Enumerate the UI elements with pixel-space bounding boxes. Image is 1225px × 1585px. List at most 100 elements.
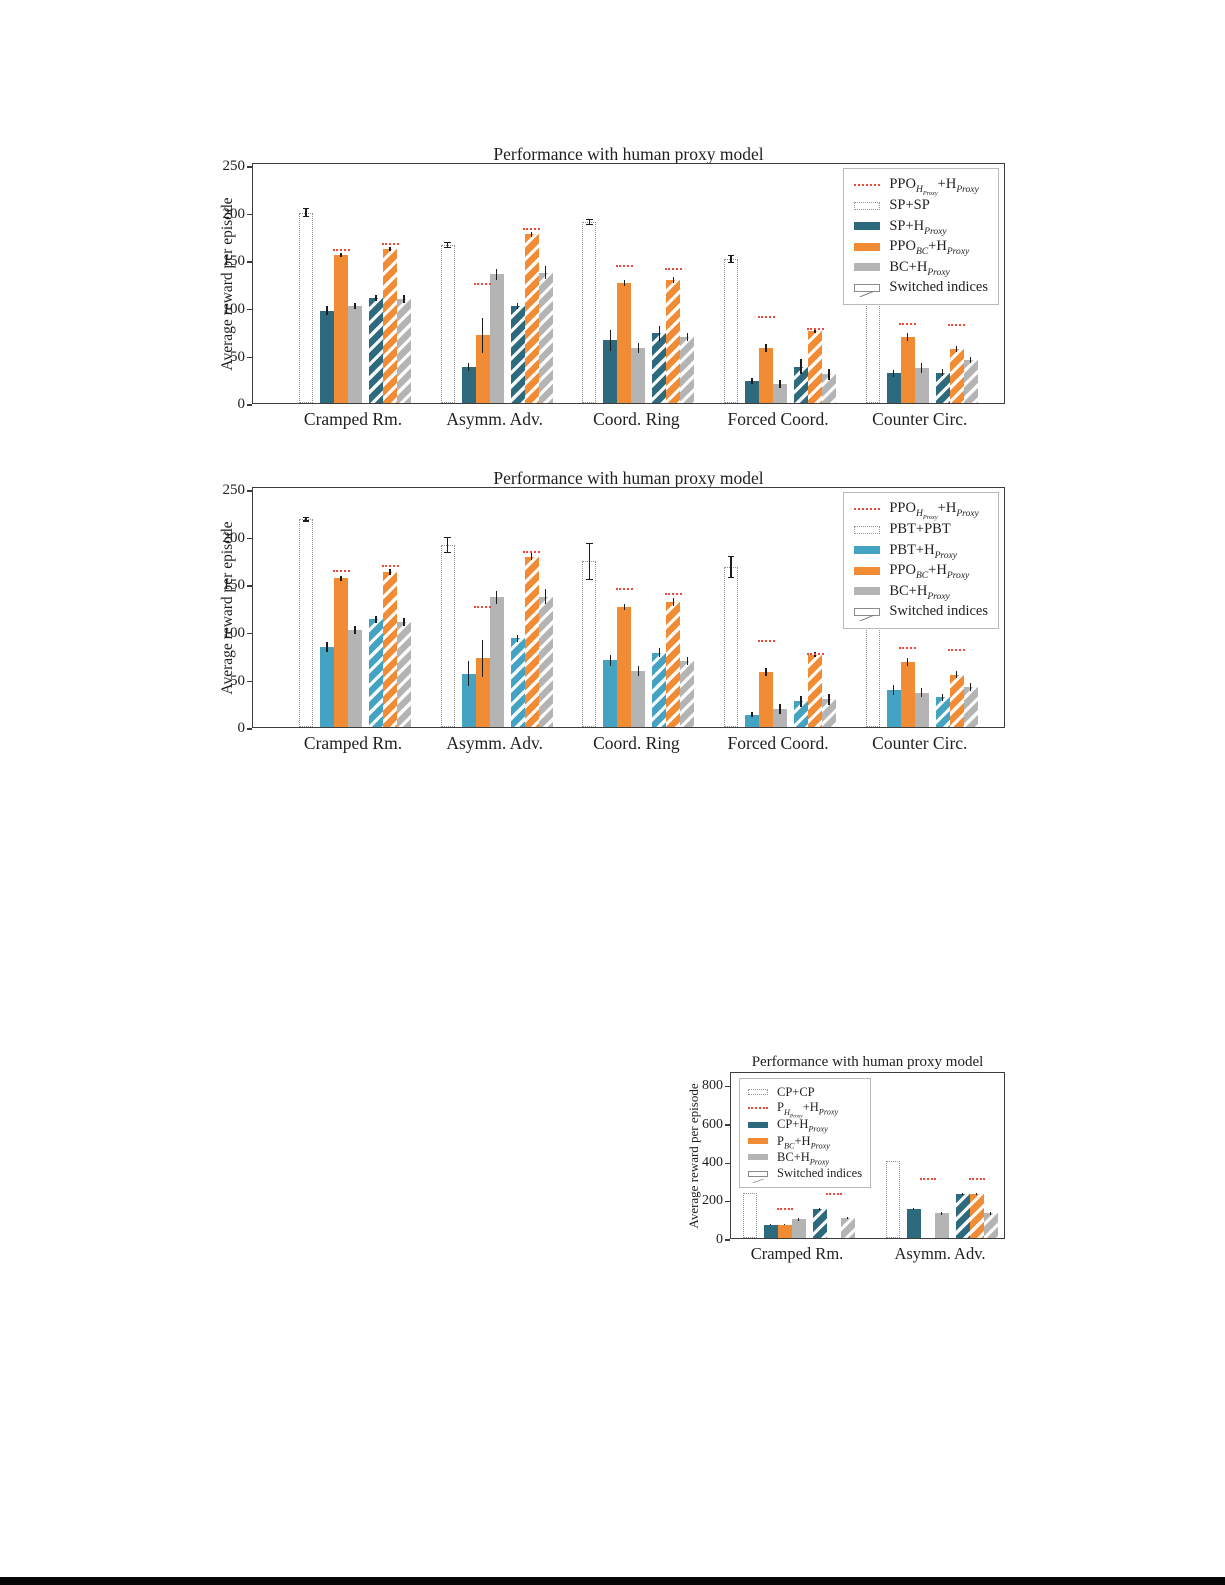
error-bar-cap xyxy=(444,536,451,539)
error-bar xyxy=(956,345,958,352)
error-bar xyxy=(403,618,405,627)
error-bar xyxy=(302,208,310,217)
legend-item: SP+HProxy xyxy=(854,216,988,237)
legend-label: PBT+PBT xyxy=(889,521,951,538)
bar-orange-hatch-group3 xyxy=(808,330,823,403)
error-bar xyxy=(779,704,781,714)
error-bar-cap xyxy=(727,262,735,264)
y-tick-mark xyxy=(725,1124,730,1126)
error-bar xyxy=(586,218,593,226)
ppo-proxy-marker xyxy=(919,1177,936,1180)
bar-outline-group0 xyxy=(299,212,313,403)
ppo-proxy-marker xyxy=(474,606,492,609)
bar-lightblue-group3 xyxy=(745,714,760,727)
bar-orange-hatch-group1 xyxy=(524,234,539,403)
bar-orange-group4 xyxy=(900,337,915,403)
error-bar xyxy=(545,588,547,605)
legend-item: PPOHProxy+HProxy xyxy=(854,499,988,521)
y-tick-mark xyxy=(247,213,252,216)
bar-orange-group0 xyxy=(778,1224,792,1238)
error-bar-cap xyxy=(302,516,310,519)
y-tick-mark xyxy=(247,261,252,263)
y-tick-mark xyxy=(247,585,252,587)
x-category-label: Cramped Rm. xyxy=(303,733,403,753)
error-bar-cap xyxy=(586,224,593,226)
bar-gray-group2 xyxy=(631,670,646,727)
ppo-proxy-marker xyxy=(806,652,824,655)
bar-teal-hatch-group1 xyxy=(956,1194,970,1238)
bar-gray-group4 xyxy=(914,367,929,403)
bar-orange-hatch-group3 xyxy=(808,654,823,727)
x-category-label: Coord. Ring xyxy=(593,733,680,753)
ppo-proxy-marker xyxy=(899,322,917,325)
bar-gray-group2 xyxy=(631,347,646,403)
legend-label: BC+HProxy xyxy=(889,258,950,278)
legend-label: BC+HProxy xyxy=(777,1149,830,1167)
error-bar xyxy=(727,254,735,264)
legend-swatch-gray xyxy=(748,1154,768,1161)
legend-item: BC+HProxy xyxy=(854,257,988,278)
bar-outline-group2 xyxy=(582,561,597,727)
bar-teal-hatch-group1 xyxy=(510,305,525,403)
legend-swatch-outline xyxy=(854,525,881,534)
error-bar-cap xyxy=(444,246,451,249)
error-bar xyxy=(765,667,767,676)
legend-item: CP+CP xyxy=(748,1084,862,1100)
error-bar xyxy=(444,536,451,554)
error-bar-cap xyxy=(727,576,735,578)
legend-item: PPOBC+HProxy xyxy=(854,237,988,258)
bar-orange-hatch-group4 xyxy=(949,348,964,403)
legend-item: Switched indices xyxy=(854,278,988,299)
error-bar xyxy=(340,575,342,582)
error-bar xyxy=(637,343,640,353)
bar-lightblue-group0 xyxy=(320,646,334,727)
error-bar xyxy=(990,1211,992,1215)
bar-lightblue-hatch-group1 xyxy=(510,638,525,727)
error-bar xyxy=(798,1217,800,1221)
bar-orange-group3 xyxy=(759,671,774,727)
bar-gray-group1 xyxy=(935,1213,949,1238)
bar-gray-group1 xyxy=(489,597,504,727)
error-bar xyxy=(468,363,470,371)
error-bar xyxy=(814,327,816,334)
error-bar xyxy=(658,647,661,658)
legend-swatch-red-dotted xyxy=(854,508,881,511)
ppo-proxy-marker xyxy=(757,316,775,319)
y-tick-label: 0 xyxy=(716,1231,723,1247)
ppo-proxy-marker xyxy=(381,565,399,568)
error-bar xyxy=(942,368,944,377)
legend-label: PBC+HProxy xyxy=(777,1133,830,1151)
error-bar xyxy=(517,634,519,643)
legend-item: CP+HProxy xyxy=(748,1117,862,1133)
bar-orange-group0 xyxy=(334,255,348,403)
bar-orange-group4 xyxy=(900,662,915,727)
legend-label: PPOBC+HProxy xyxy=(889,562,970,582)
bar-teal-group0 xyxy=(764,1224,778,1238)
legend-item: PBC+HProxy xyxy=(748,1133,862,1151)
error-bar xyxy=(340,253,342,258)
error-bar xyxy=(658,325,661,342)
ppo-proxy-marker xyxy=(615,587,633,590)
y-tick-label: 0 xyxy=(237,396,246,413)
legend-item: PBT+HProxy xyxy=(854,540,988,561)
error-bar-cap xyxy=(302,208,310,210)
ppo-proxy-marker xyxy=(776,1208,793,1211)
chart-title: Performance with human proxy model xyxy=(751,1054,984,1070)
bar-orange-hatch-group4 xyxy=(949,674,964,727)
plot-area: 0 50 100 150 200 250 PPOHProxy+HProxy SP+SP SP+H… xyxy=(223,158,1005,412)
error-bar xyxy=(913,1208,915,1210)
legend-swatch-gray xyxy=(854,263,881,272)
error-bar xyxy=(800,359,802,375)
bar-orange-hatch-group1 xyxy=(524,556,539,727)
bar-teal-group0 xyxy=(320,310,334,403)
ppo-proxy-marker xyxy=(381,242,399,245)
ppo-proxy-marker xyxy=(615,264,633,267)
legend-label: BC+HProxy xyxy=(889,582,950,602)
error-bar xyxy=(941,1211,943,1215)
y-tick-mark xyxy=(247,490,252,492)
error-bar xyxy=(751,378,753,384)
ppo-proxy-marker xyxy=(664,267,682,270)
error-bar xyxy=(770,1224,772,1226)
legend-item: BC+HProxy xyxy=(748,1149,862,1167)
bar-orange-hatch-group1 xyxy=(970,1194,984,1238)
